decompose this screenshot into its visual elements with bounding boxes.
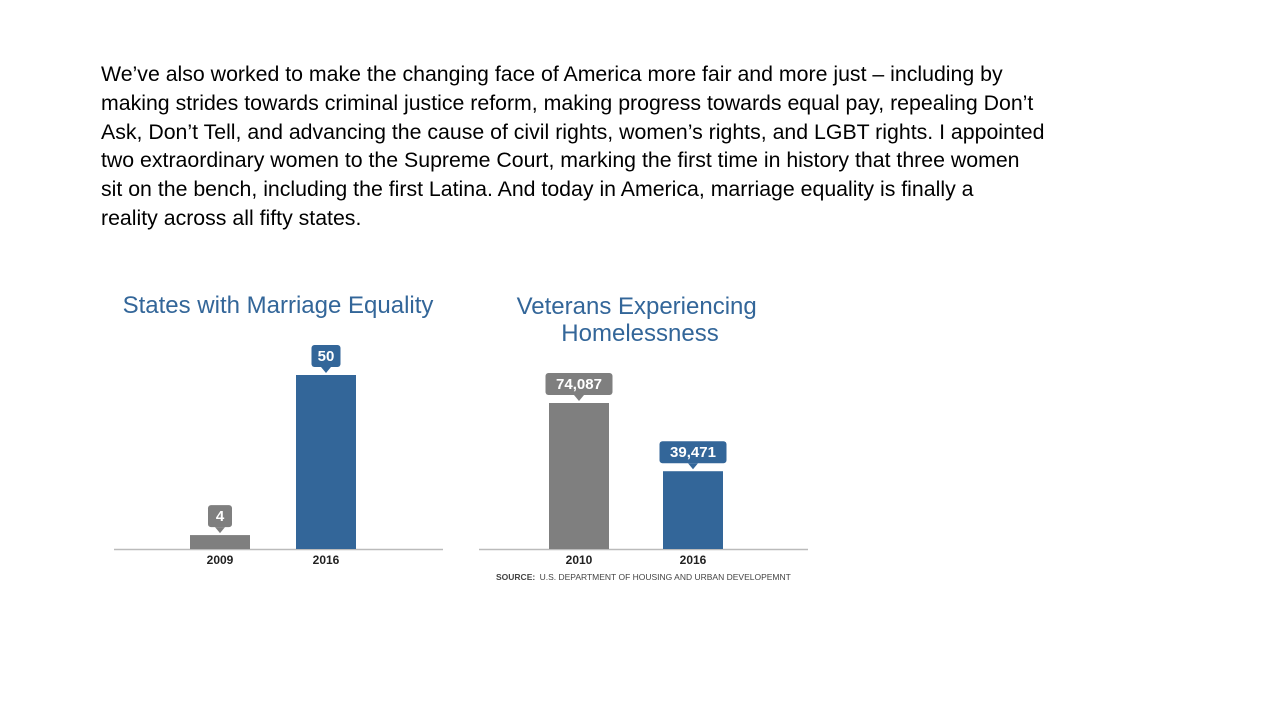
bar-veterans-homelessness-2010 [549, 403, 609, 549]
data-label-box-marriage-equality-2016 [311, 345, 341, 367]
data-label-pointer-veterans-homelessness-2016 [688, 463, 698, 470]
chart-veterans-homelessness: Veterans Experiencing Homelessness 74,08… [479, 293, 808, 582]
bar-veterans-homelessness-2016 [663, 471, 723, 549]
tick-label-marriage-equality-2016: 2016 [313, 553, 340, 567]
tick-label-veterans-homelessness-2016: 2016 [680, 553, 707, 567]
data-label-pointer-veterans-homelessness-2010 [574, 395, 584, 401]
data-label-veterans-homelessness-2016: 39,471 [670, 444, 716, 461]
chart-marriage-equality: States with Marriage Equality 4 2009 50 201… [114, 292, 443, 567]
data-label-box-veterans-homelessness-2016 [659, 441, 727, 464]
body-paragraph: We’ve also worked to make the changing f… [101, 62, 1045, 230]
data-label-veterans-homelessness-2010: 74,087 [556, 376, 602, 393]
bar-marriage-equality-2009 [190, 535, 250, 549]
data-label-marriage-equality-2009: 4 [216, 508, 225, 525]
tick-label-marriage-equality-2009: 2009 [207, 553, 234, 567]
chart-source-note: SOURCE: U.S. DEPARTMENT OF HOUSING AND U… [496, 572, 791, 582]
data-label-box-veterans-homelessness-2010 [545, 373, 613, 395]
data-label-box-marriage-equality-2009 [208, 505, 232, 528]
chart-title-marriage-equality: States with Marriage Equality [123, 292, 434, 319]
chart-title-veterans-homelessness: Veterans Experiencing Homelessness [517, 293, 764, 347]
data-label-pointer-marriage-equality-2016 [321, 367, 331, 373]
bar-marriage-equality-2016 [296, 375, 356, 549]
tick-label-veterans-homelessness-2010: 2010 [566, 553, 593, 567]
data-label-pointer-marriage-equality-2009 [215, 527, 225, 534]
data-label-marriage-equality-2016: 50 [318, 348, 335, 365]
